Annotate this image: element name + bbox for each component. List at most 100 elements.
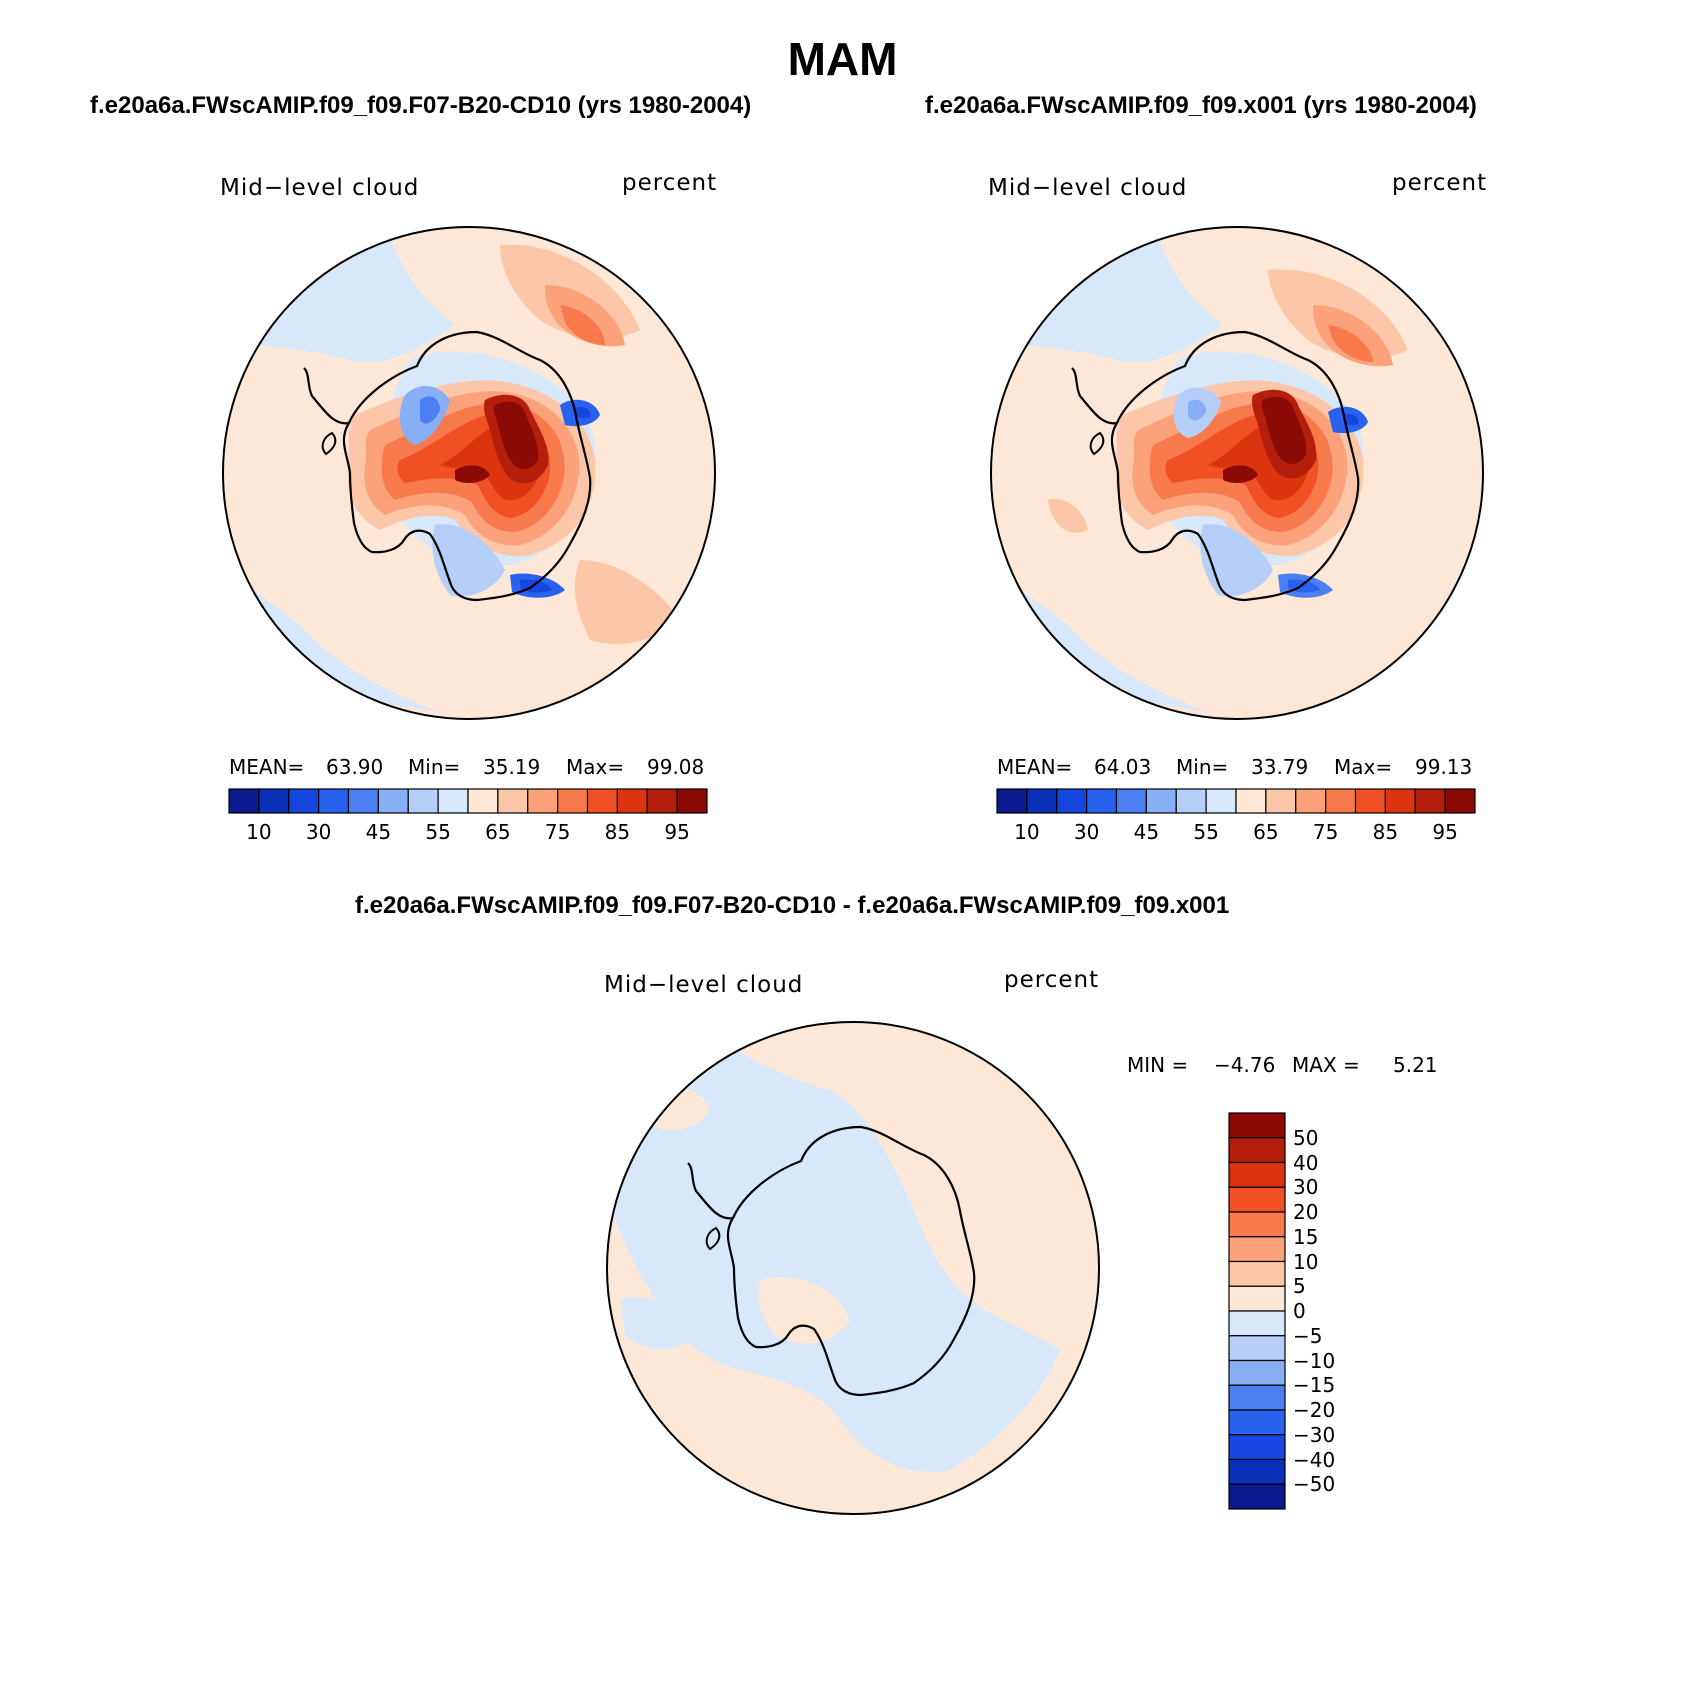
panel-case-colorbar-tick-label: 75 <box>544 820 571 844</box>
panel-control-variable-label: Mid−level cloud <box>988 175 1188 201</box>
diff-map-border <box>606 1021 1100 1515</box>
diff-map <box>607 1022 1099 1514</box>
panel-control-colorbar-box-1 <box>1026 788 1058 814</box>
panel-control-colorbar <box>996 788 1476 814</box>
diff-colorbar-tick-label: −15 <box>1293 1373 1336 1398</box>
panel-case-colorbar-box-13 <box>616 788 648 814</box>
panel-control-colorbar-box-10 <box>1295 788 1327 814</box>
diff-colorbar-box-3 <box>1228 1186 1286 1213</box>
diff-colorbar-tick-label: −50 <box>1293 1472 1336 1497</box>
panel-control-colorbar-tick-label: 65 <box>1253 820 1279 844</box>
diff-colorbar-tick-label: 5 <box>1293 1274 1306 1299</box>
panel-case-colorbar-tick-label: 65 <box>485 820 511 844</box>
panel-control-min-label: Min= <box>1176 755 1229 779</box>
panel-control-colorbar-box-14 <box>1414 788 1446 814</box>
panel-control-colorbar-box-7 <box>1205 788 1237 814</box>
diff-variable-label: Mid−level cloud <box>604 972 804 998</box>
panel-control-mean-label: MEAN= <box>997 755 1073 779</box>
panel-case-title: f.e20a6a.FWscAMIP.f09_f09.F07-B20-CD10 (… <box>90 92 752 119</box>
panel-control-colorbar-tick-label: 95 <box>1432 820 1458 844</box>
panel-case-min-label: Min= <box>408 755 461 779</box>
diff-colorbar-box-2 <box>1228 1161 1286 1188</box>
diff-colorbar-tick-label: 0 <box>1293 1299 1306 1323</box>
diff-colorbar-tick-label: 15 <box>1293 1224 1319 1249</box>
panel-control-units-label: percent <box>1392 170 1488 196</box>
panel-control-max-value: 99.13 <box>1415 755 1473 779</box>
panel-case-colorbar-tick-label: 55 <box>425 820 451 844</box>
panel-case-mean-label: MEAN= <box>229 755 305 779</box>
diff-colorbar-box-10 <box>1228 1359 1286 1386</box>
panel-control-colorbar-box-15 <box>1444 788 1476 814</box>
panel-case-colorbar-box-4 <box>347 788 379 814</box>
diff-colorbar-box-14 <box>1228 1458 1286 1485</box>
panel-case-mean-value: 63.90 <box>326 755 384 779</box>
diff-max-value: 5.21 <box>1393 1053 1438 1077</box>
diff-colorbar-box-0 <box>1228 1112 1286 1139</box>
diff-colorbar-tick-label: 40 <box>1293 1150 1319 1175</box>
panel-control-max-label: Max= <box>1334 755 1393 779</box>
diff-colorbar-box-12 <box>1228 1409 1286 1436</box>
panel-control-colorbar-box-0 <box>996 788 1028 814</box>
panel-control-title: f.e20a6a.FWscAMIP.f09_f09.x001 (yrs 1980… <box>925 92 1477 119</box>
diff-colorbar-box-4 <box>1228 1211 1286 1238</box>
panel-control-colorbar-tick-label: 45 <box>1133 820 1160 844</box>
diff-colorbar-box-7 <box>1228 1285 1286 1312</box>
diff-colorbar-box-8 <box>1228 1310 1286 1337</box>
panel-case-colorbar-box-0 <box>228 788 260 814</box>
panel-case-max-value: 99.08 <box>647 755 705 779</box>
diff-colorbar-tick-label: −5 <box>1293 1323 1323 1348</box>
panel-case-colorbar-tick-label: 30 <box>305 820 332 844</box>
diff-colorbar-tick-label: 50 <box>1293 1125 1319 1150</box>
diff-colorbar-box-15 <box>1228 1483 1286 1510</box>
panel-case-colorbar-box-5 <box>377 788 409 814</box>
panel-control-mean-value: 64.03 <box>1094 755 1152 779</box>
panel-case-colorbar-box-14 <box>646 788 678 814</box>
panel-case-max-label: Max= <box>566 755 625 779</box>
panel-case-colorbar-tick-label: 45 <box>365 820 392 844</box>
panel-case-colorbar-box-6 <box>407 788 439 814</box>
panel-case-units-label: percent <box>622 170 718 196</box>
figure-title: MAM <box>787 33 898 85</box>
panel-control-map-border <box>990 226 1484 720</box>
panel-control-colorbar-box-11 <box>1325 788 1357 814</box>
diff-colorbar-box-13 <box>1228 1434 1286 1461</box>
panel-case-colorbar-box-2 <box>288 788 320 814</box>
panel-control-min-value: 33.79 <box>1251 755 1309 779</box>
diff-colorbar-tick-label: −10 <box>1293 1348 1336 1373</box>
panel-control-colorbar-tick-label: 85 <box>1372 820 1399 844</box>
panel-case-colorbar <box>228 788 708 814</box>
diff-colorbar-tick-label: 20 <box>1293 1200 1319 1224</box>
panel-control-colorbar-box-9 <box>1265 788 1297 814</box>
panel-case-colorbar-box-8 <box>467 788 499 814</box>
panel-case-colorbar-box-12 <box>586 788 618 814</box>
diff-colorbar-tick-label: 30 <box>1293 1175 1319 1200</box>
diff-colorbar-box-5 <box>1228 1236 1286 1263</box>
panel-control-map <box>991 227 1483 719</box>
diff-max-label: MAX = <box>1292 1053 1360 1077</box>
diff-colorbar-box-1 <box>1228 1137 1286 1164</box>
panel-case-min-value: 35.19 <box>483 755 541 779</box>
panel-case-colorbar-box-15 <box>676 788 708 814</box>
panel-case-colorbar-tick-label: 85 <box>604 820 631 844</box>
panel-case-colorbar-box-7 <box>437 788 469 814</box>
panel-control-colorbar-tick-label: 10 <box>1014 820 1040 844</box>
diff-units-label: percent <box>1004 967 1100 993</box>
panel-control-colorbar-tick-label: 30 <box>1073 820 1100 844</box>
diff-colorbar-tick-label: 10 <box>1293 1249 1319 1274</box>
diff-min-label: MIN = <box>1127 1053 1189 1077</box>
panel-case-colorbar-tick-label: 10 <box>246 820 272 844</box>
panel-control-colorbar-box-2 <box>1056 788 1088 814</box>
diff-colorbar-box-6 <box>1228 1260 1286 1287</box>
panel-control-colorbar-box-8 <box>1235 788 1267 814</box>
diff-colorbar-box-11 <box>1228 1384 1286 1411</box>
panel-control-colorbar-box-5 <box>1145 788 1177 814</box>
panel-case-colorbar-box-3 <box>318 788 350 814</box>
panel-control-colorbar-box-13 <box>1384 788 1416 814</box>
panel-case-colorbar-tick-label: 95 <box>664 820 690 844</box>
panel-case-colorbar-box-9 <box>497 788 529 814</box>
panel-case-variable-label: Mid−level cloud <box>220 175 420 201</box>
panel-case-colorbar-box-1 <box>258 788 290 814</box>
diff-colorbar-box-9 <box>1228 1335 1286 1362</box>
diff-panel-title: f.e20a6a.FWscAMIP.f09_f09.F07-B20-CD10 -… <box>355 892 1230 919</box>
